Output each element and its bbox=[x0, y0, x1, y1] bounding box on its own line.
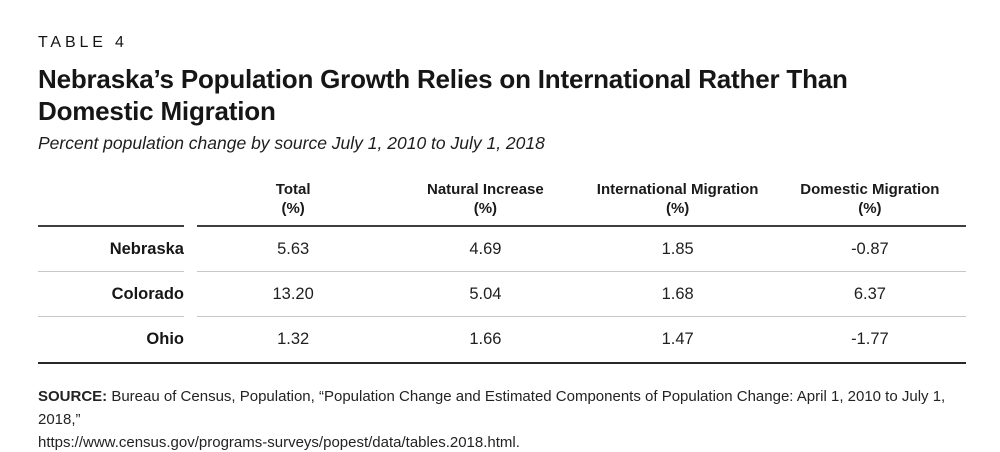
table-kicker: TABLE 4 bbox=[38, 34, 128, 51]
source-line1: SOURCE: Bureau of Census, Population, “P… bbox=[38, 385, 966, 431]
row-label: Ohio bbox=[146, 330, 184, 348]
column-header-unit: (%) bbox=[473, 200, 498, 217]
population-table: Total (%) Natural Increase (%) Internati… bbox=[38, 180, 966, 364]
table-row-ohio: Ohio 1.32 1.66 1.47 -1.77 bbox=[38, 317, 966, 362]
column-header-unit: (%) bbox=[665, 200, 690, 217]
column-header-domestic-migration: Domestic Migration (%) bbox=[773, 180, 966, 227]
column-gap bbox=[184, 227, 197, 272]
source-line2-url: https://www.census.gov/programs-surveys/… bbox=[38, 434, 520, 451]
figure-subtitle: Percent population change by source July… bbox=[38, 133, 545, 153]
column-header-unit: (%) bbox=[858, 200, 882, 217]
cell-value: 1.47 bbox=[661, 330, 694, 348]
cell-value: -0.87 bbox=[773, 227, 966, 272]
column-header-label: Domestic Migration bbox=[800, 181, 940, 198]
column-header-label: International Migration bbox=[596, 181, 759, 198]
column-header-label: Natural Increase bbox=[427, 181, 544, 198]
cell-value: -1.77 bbox=[851, 330, 889, 348]
column-header-unit: (%) bbox=[281, 200, 305, 217]
cell-value: 1.66 bbox=[469, 330, 502, 348]
column-header-label: Total bbox=[275, 181, 311, 198]
cell-value: 5.04 bbox=[389, 272, 582, 317]
table-header-row: Total (%) Natural Increase (%) Internati… bbox=[38, 180, 966, 227]
figure-title-line2: Domestic Migration bbox=[38, 96, 276, 126]
source-text: Bureau of Census, Population, “Populatio… bbox=[38, 388, 946, 428]
row-label: Nebraska bbox=[38, 227, 184, 272]
cell-value: 5.63 bbox=[197, 227, 390, 272]
column-gap bbox=[184, 180, 197, 227]
column-header-international-migration: International Migration (%) bbox=[581, 180, 774, 227]
source-note: SOURCE: Bureau of Census, Population, “P… bbox=[38, 385, 966, 452]
column-gap bbox=[184, 272, 197, 317]
figure-title: Nebraska’s Population Growth Relies on I… bbox=[38, 63, 966, 127]
row-label: Colorado bbox=[38, 272, 184, 317]
table-row-nebraska: Nebraska 5.63 4.69 1.85 -0.87 bbox=[38, 227, 966, 272]
column-gap bbox=[184, 317, 197, 362]
figure-title-line1: Nebraska’s Population Growth Relies on I… bbox=[38, 64, 848, 94]
column-header-natural-increase: Natural Increase (%) bbox=[389, 180, 582, 227]
cell-value: 1.68 bbox=[581, 272, 774, 317]
cell-value: 6.37 bbox=[773, 272, 966, 317]
cell-value: 1.32 bbox=[277, 330, 310, 348]
table-row-colorado: Colorado 13.20 5.04 1.68 6.37 bbox=[38, 272, 966, 317]
cell-value: 13.20 bbox=[197, 272, 390, 317]
cell-value: 4.69 bbox=[389, 227, 582, 272]
row-label-header-empty bbox=[38, 180, 184, 227]
source-label: SOURCE: bbox=[38, 388, 108, 405]
cell-value: 1.85 bbox=[581, 227, 774, 272]
column-header-total: Total (%) bbox=[197, 180, 390, 227]
